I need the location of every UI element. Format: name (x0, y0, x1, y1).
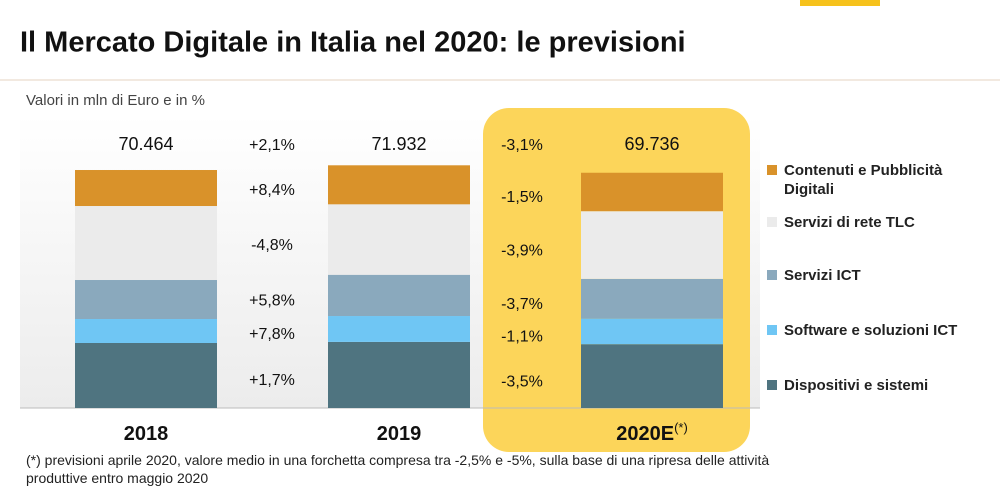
segment-change: -1,5% (501, 189, 543, 206)
logo-fragment (800, 0, 880, 6)
bar-segment (328, 316, 470, 342)
bar-segment (581, 318, 723, 345)
bar-segment (581, 211, 723, 279)
legend-item: Servizi ICT (767, 266, 992, 285)
segment-change: -3,9% (501, 242, 543, 259)
footnote: (*) previsioni aprile 2020, valore medio… (26, 452, 770, 486)
legend-swatch (767, 380, 777, 390)
category: 2020E (616, 423, 674, 445)
segment-change: +7,8% (249, 326, 295, 343)
legend-label: Servizi ICT (784, 267, 861, 284)
bar-segment (328, 274, 470, 317)
legend-label: Software e soluzioni ICT (784, 322, 958, 339)
legend-swatch (767, 217, 777, 227)
legend-item: Software e soluzioni ICT (767, 321, 992, 340)
total-change: +2,1% (249, 137, 295, 154)
chart-title: Il Mercato Digitale in Italia nel 2020: … (20, 27, 686, 59)
bar-segment (581, 344, 723, 408)
segment-change: +8,4% (249, 182, 295, 199)
bar-segment (75, 206, 217, 281)
legend-swatch (767, 165, 777, 175)
bar-segment (328, 165, 470, 205)
x-tick-label: 2020E(*) (616, 420, 688, 445)
subtitle: Valori in mln di Euro e in % (26, 92, 205, 109)
bar-segment (581, 278, 723, 319)
bar-segment (581, 172, 723, 212)
legend-label: Dispositivi e sistemi (784, 377, 929, 394)
legend-item: Servizi di rete TLC (767, 213, 992, 232)
total-label: 71.932 (371, 134, 426, 154)
bar-segment (328, 204, 470, 275)
bar-segment (75, 319, 217, 344)
bar-segment (75, 280, 217, 320)
segment-change: -4,8% (251, 237, 293, 254)
bar-segment (75, 170, 217, 207)
segment-change: -3,5% (501, 373, 543, 390)
category: 2019 (377, 423, 422, 445)
segment-change: -3,7% (501, 296, 543, 313)
total-label: 69.736 (624, 134, 679, 154)
total-label: 70.464 (118, 134, 173, 154)
legend-item: Contenuti e Pubblicità Digitali (767, 161, 992, 199)
category-note: (*) (674, 420, 688, 435)
x-tick-label: 2018 (124, 423, 169, 445)
category: 2018 (124, 423, 169, 445)
legend-swatch (767, 270, 777, 280)
x-tick-label: 2019 (377, 423, 422, 445)
legend-label: Servizi di rete TLC (784, 214, 915, 231)
segment-change: +1,7% (249, 372, 295, 389)
bar-segment (75, 343, 217, 408)
legend-label: Contenuti e Pubblicità Digitali (784, 162, 943, 198)
segment-change: +5,8% (249, 293, 295, 310)
segment-change: -1,1% (501, 329, 543, 346)
total-change: -3,1% (501, 137, 543, 154)
legend-item: Dispositivi e sistemi (767, 376, 992, 395)
bar-segment (328, 341, 470, 408)
legend-swatch (767, 325, 777, 335)
